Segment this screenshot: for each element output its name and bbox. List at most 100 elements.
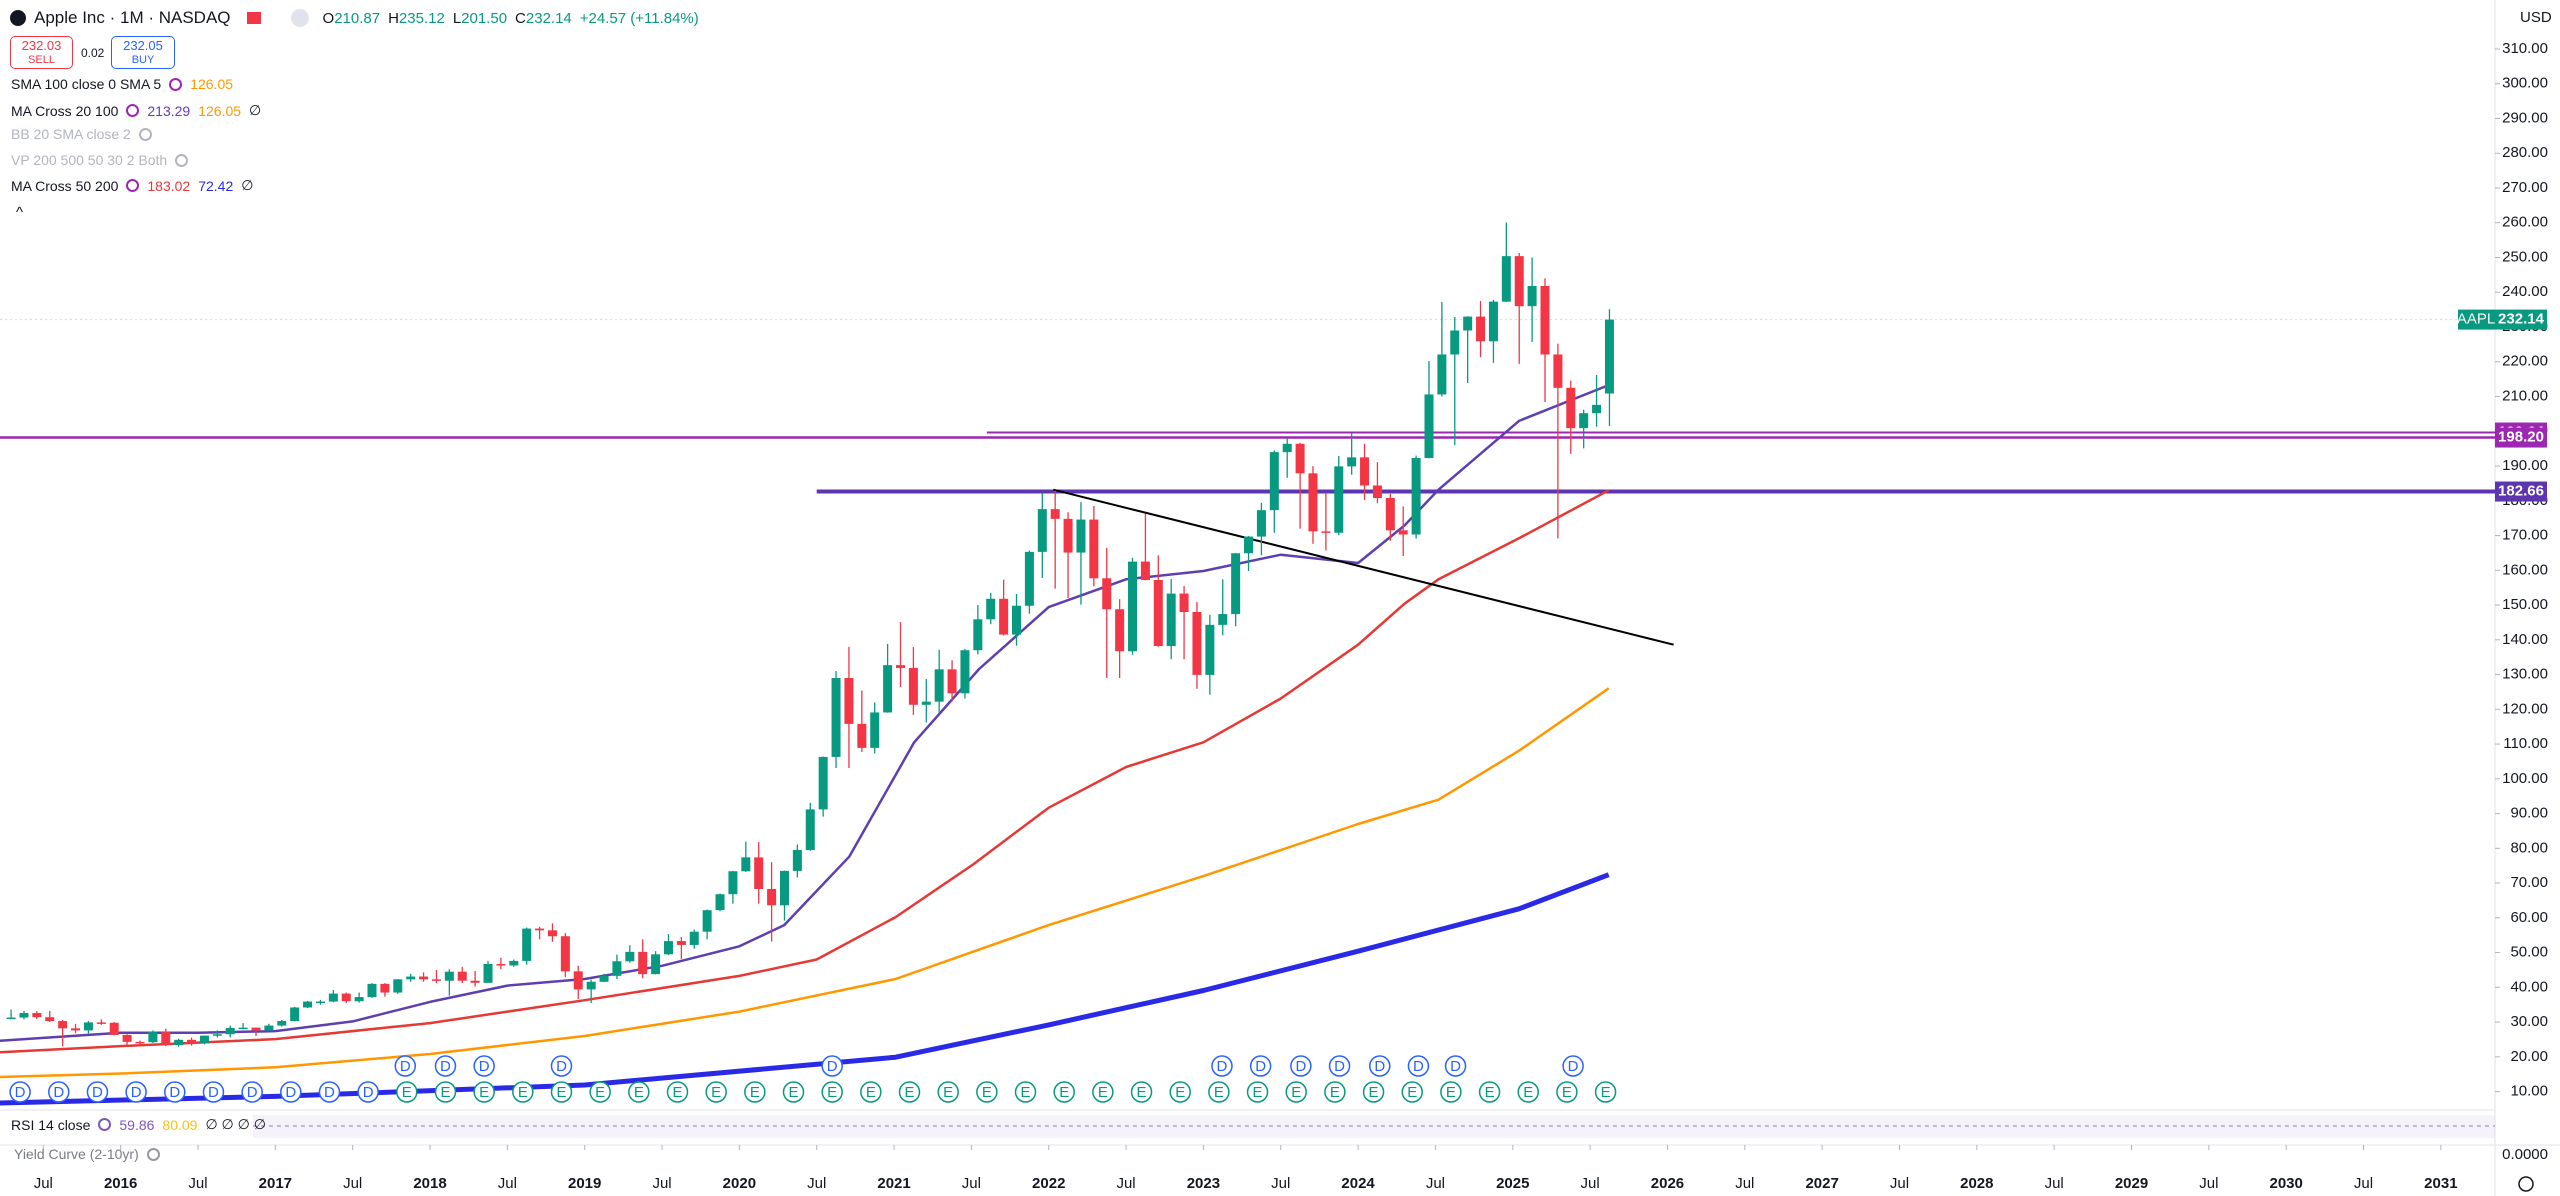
event-marker[interactable] [434, 1055, 457, 1077]
event-marker[interactable] [1211, 1055, 1233, 1077]
event-marker[interactable] [1130, 1081, 1153, 1103]
sell-button[interactable]: 232.03 SELL [10, 36, 73, 69]
event-marker[interactable] [1478, 1081, 1501, 1103]
event-marker[interactable] [473, 1081, 495, 1103]
event-marker[interactable] [744, 1081, 766, 1103]
event-marker[interactable] [550, 1081, 573, 1103]
yield-curve-name[interactable]: Yield Curve (2-10yr) [14, 1146, 139, 1162]
event-marker[interactable] [202, 1081, 225, 1103]
event-marker[interactable] [1249, 1055, 1272, 1077]
indicator-name[interactable]: SMA 100 close 0 SMA 5 [11, 76, 162, 92]
indicator-name[interactable]: VP 200 500 50 30 2 Both [11, 152, 168, 168]
event-marker[interactable] [589, 1081, 611, 1103]
event-label: E [1175, 1084, 1185, 1101]
event-marker[interactable] [125, 1081, 147, 1103]
event-marker[interactable] [976, 1081, 998, 1103]
indicator-row: MA Cross 20 100 213.29 126.05 ∅ [11, 102, 261, 119]
currency[interactable]: USD [2520, 9, 2552, 26]
event-marker[interactable] [1444, 1055, 1467, 1077]
event-marker[interactable] [1324, 1081, 1346, 1103]
event-marker[interactable] [1208, 1081, 1230, 1103]
event-marker[interactable] [357, 1081, 379, 1103]
event-marker[interactable] [86, 1081, 109, 1103]
event-marker[interactable] [1401, 1081, 1423, 1103]
event-marker[interactable] [821, 1081, 843, 1103]
candle-body [651, 954, 661, 975]
event-marker[interactable] [1053, 1081, 1075, 1103]
visibility-icon[interactable] [138, 127, 152, 141]
settings-button[interactable] [2518, 1176, 2534, 1192]
x-tick-label: Jul [962, 1175, 981, 1192]
event-marker[interactable] [1169, 1081, 1191, 1103]
event-marker[interactable] [1440, 1081, 1462, 1103]
event-marker[interactable] [48, 1081, 70, 1103]
candle-body [1153, 580, 1163, 647]
event-marker[interactable] [434, 1081, 457, 1103]
event-marker[interactable] [473, 1055, 495, 1077]
event-marker[interactable] [1290, 1055, 1312, 1077]
ohlc-item: C232.14 [515, 10, 572, 27]
collapse-button[interactable] [290, 9, 309, 27]
event-marker[interactable] [821, 1055, 843, 1077]
indicator-name[interactable]: BB 20 SMA close 2 [11, 126, 131, 142]
settings-icon[interactable] [126, 179, 140, 192]
candle-body [999, 598, 1009, 635]
indicator-name[interactable]: MA Cross 50 200 [11, 177, 119, 194]
event-marker[interactable] [705, 1081, 727, 1103]
symbol-title[interactable]: Apple Inc · 1M · NASDAQ [34, 8, 231, 27]
event-marker[interactable] [1594, 1081, 1617, 1103]
event-marker[interactable] [550, 1055, 573, 1077]
settings-icon[interactable] [169, 77, 183, 91]
rsi-name[interactable]: RSI 14 close [11, 1116, 91, 1133]
candle-body [625, 951, 635, 962]
event-marker[interactable] [241, 1081, 263, 1103]
y-tick-label: 260.00 [2502, 214, 2548, 231]
event-marker[interactable] [1014, 1081, 1037, 1103]
event-marker[interactable] [512, 1081, 534, 1103]
legend-collapse[interactable]: ^ [16, 204, 24, 221]
event-marker[interactable] [164, 1081, 186, 1103]
ohlc: O210.87 H235.12 L201.50 C232.14 +24.57 (+11.… [323, 10, 699, 27]
event-marker[interactable] [1369, 1055, 1391, 1077]
candle-body [767, 888, 777, 906]
candle-body [973, 619, 983, 651]
settings-icon[interactable] [126, 104, 140, 117]
candle-body [1488, 301, 1498, 342]
event-marker[interactable] [860, 1081, 882, 1103]
buy-button[interactable]: 232.05 BUY [111, 36, 175, 69]
candle-body [457, 971, 467, 981]
visibility-icon[interactable] [175, 153, 189, 167]
event-marker[interactable] [318, 1081, 341, 1103]
event-marker[interactable] [1517, 1081, 1539, 1103]
event-label: D [92, 1084, 103, 1101]
event-marker[interactable] [666, 1081, 689, 1103]
moving-average [0, 489, 1610, 1054]
y-tick-label: 120.00 [2502, 700, 2548, 717]
event-marker[interactable] [1328, 1055, 1351, 1077]
flag[interactable] [246, 12, 261, 24]
event-marker[interactable] [1562, 1055, 1584, 1077]
event-marker[interactable] [1362, 1081, 1385, 1103]
event-marker[interactable] [937, 1081, 959, 1103]
ohlc-item: L201.50 [453, 10, 507, 27]
event-label: D [1450, 1058, 1461, 1075]
visibility-icon[interactable] [146, 1147, 160, 1161]
event-marker[interactable] [9, 1081, 31, 1103]
event-marker[interactable] [1246, 1081, 1269, 1103]
event-marker[interactable] [1556, 1081, 1578, 1103]
event-marker[interactable] [280, 1081, 302, 1103]
event-label: D [1568, 1058, 1579, 1075]
event-marker[interactable] [1092, 1081, 1114, 1103]
event-marker[interactable] [394, 1055, 417, 1077]
event-marker[interactable] [898, 1081, 921, 1103]
event-marker[interactable] [396, 1081, 418, 1103]
event-marker[interactable] [628, 1081, 650, 1103]
event-marker[interactable] [1407, 1055, 1430, 1077]
indicator-name[interactable]: MA Cross 20 100 [11, 102, 119, 119]
event-marker[interactable] [782, 1081, 805, 1103]
event-marker[interactable] [1285, 1081, 1307, 1103]
x-tick-label: 2017 [259, 1175, 292, 1192]
candle-body [1205, 624, 1215, 675]
candle-body [199, 1035, 209, 1044]
candle-body [728, 871, 738, 895]
